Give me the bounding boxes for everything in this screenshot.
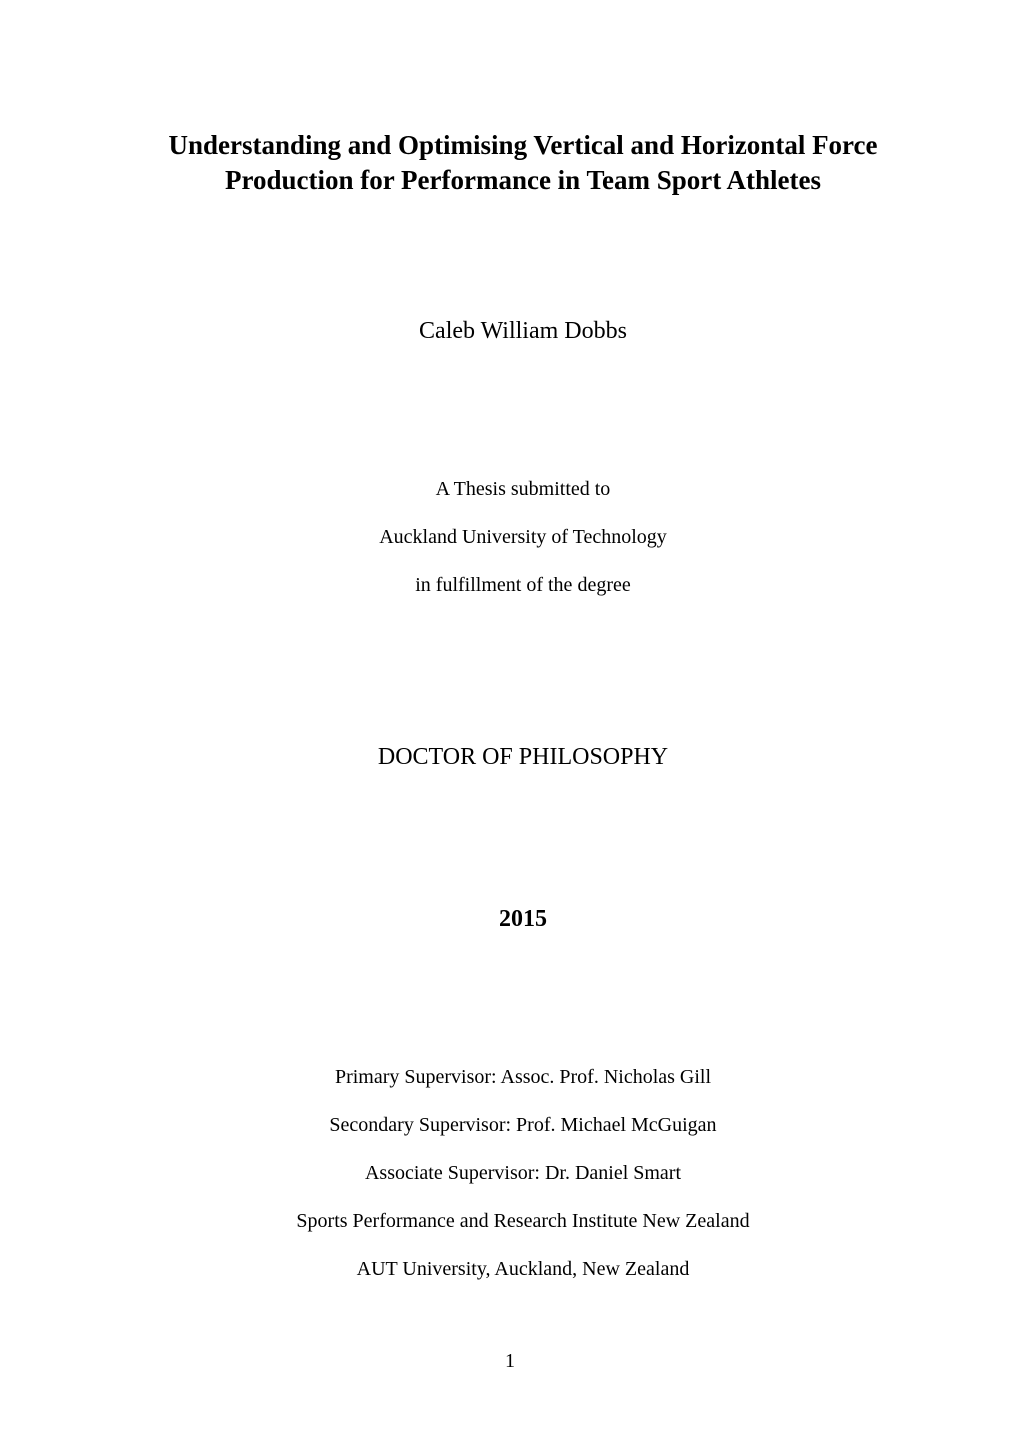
submission-line-1: A Thesis submitted to [154, 465, 892, 513]
submission-line-2: Auckland University of Technology [154, 513, 892, 561]
supervisors-block: Primary Supervisor: Assoc. Prof. Nichola… [154, 1053, 892, 1293]
thesis-title: Understanding and Optimising Vertical an… [154, 128, 892, 198]
submission-line-3: in fulfillment of the degree [154, 561, 892, 609]
university-affiliation: AUT University, Auckland, New Zealand [154, 1245, 892, 1293]
secondary-supervisor: Secondary Supervisor: Prof. Michael McGu… [154, 1101, 892, 1149]
submission-statement: A Thesis submitted to Auckland Universit… [154, 465, 892, 609]
primary-supervisor: Primary Supervisor: Assoc. Prof. Nichola… [154, 1053, 892, 1101]
author-name: Caleb William Dobbs [154, 318, 892, 345]
page-number: 1 [0, 1350, 1020, 1373]
thesis-year: 2015 [154, 906, 892, 933]
degree-name: DOCTOR OF PHILOSOPHY [154, 744, 892, 771]
thesis-title-page: Understanding and Optimising Vertical an… [0, 0, 1020, 1443]
title-line-2: Production for Performance in Team Sport… [225, 165, 821, 195]
research-institute: Sports Performance and Research Institut… [154, 1197, 892, 1245]
title-line-1: Understanding and Optimising Vertical an… [168, 130, 877, 160]
associate-supervisor: Associate Supervisor: Dr. Daniel Smart [154, 1149, 892, 1197]
